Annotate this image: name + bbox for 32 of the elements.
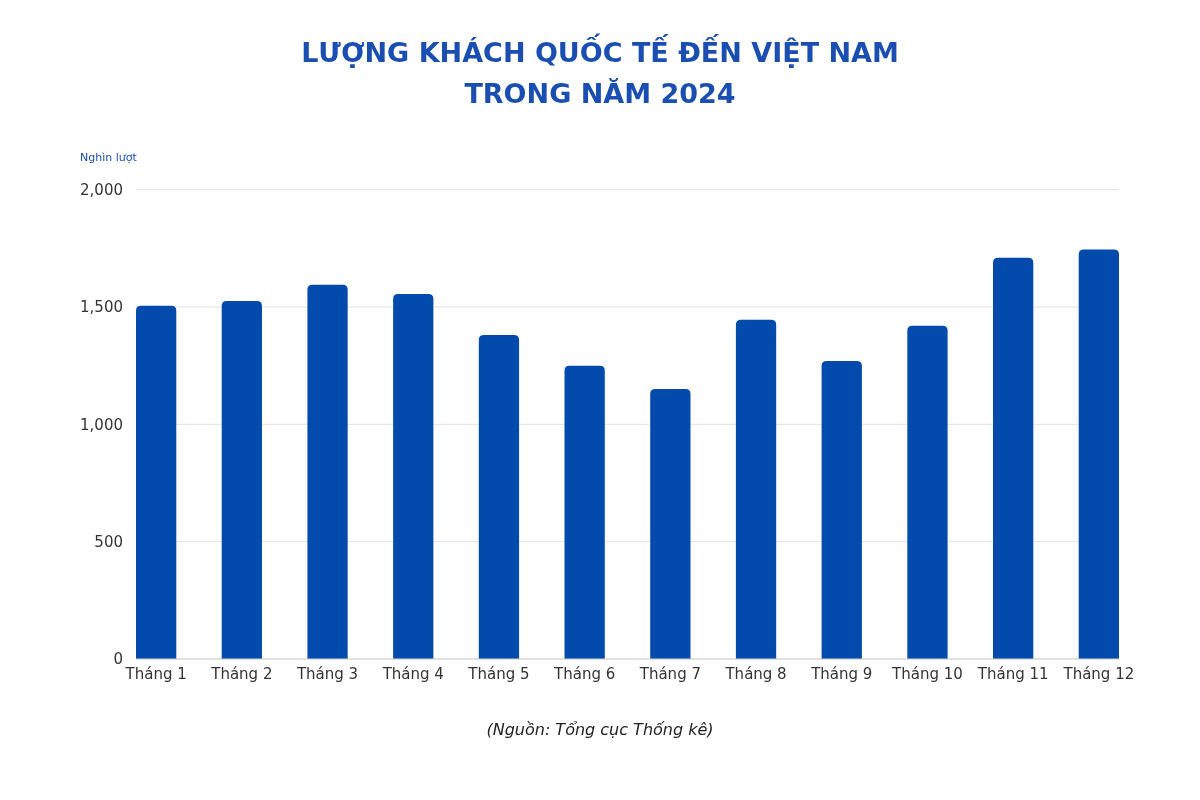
bar — [136, 305, 177, 659]
bar — [821, 360, 862, 659]
x-tick-label: Tháng 12 — [1062, 664, 1135, 683]
y-tick-label: 0 — [113, 650, 123, 669]
y-tick-label: 2,000 — [80, 180, 123, 199]
x-tick-label: Tháng 11 — [976, 664, 1049, 683]
x-tick-label: Tháng 3 — [295, 664, 359, 683]
y-axis-title: Nghìn lượt — [80, 151, 138, 164]
bar — [1078, 249, 1119, 659]
x-tick-label: Tháng 5 — [467, 664, 530, 683]
y-tick-label: 500 — [94, 532, 123, 551]
x-tick-label: Tháng 10 — [891, 664, 963, 683]
x-tick-label: Tháng 8 — [724, 664, 787, 683]
bar — [393, 294, 434, 659]
y-tick-label: 1,500 — [80, 298, 123, 317]
bar — [478, 335, 520, 659]
chart-title: LƯỢNG KHÁCH QUỐC TẾ ĐẾN VIỆT NAM TRONG NĂM 2024 — [301, 33, 899, 109]
y-tick-label: 1,000 — [80, 415, 123, 434]
text: (Nguồn: Tổng cục Thống kê) — [486, 720, 714, 739]
x-tick-label: Tháng 6 — [553, 664, 616, 683]
x-tick-label: Tháng 1 — [124, 664, 187, 683]
x-tick-label: Tháng 4 — [381, 664, 444, 683]
bar — [993, 257, 1034, 659]
bar — [907, 325, 948, 659]
x-tick-label: Tháng 7 — [638, 664, 701, 683]
bar — [735, 319, 777, 659]
bar — [564, 365, 605, 659]
x-tick-label: Tháng 9 — [810, 664, 873, 683]
bar — [221, 301, 262, 659]
bar — [650, 389, 691, 659]
x-tick-label: Tháng 2 — [210, 664, 273, 683]
bar — [307, 284, 348, 659]
